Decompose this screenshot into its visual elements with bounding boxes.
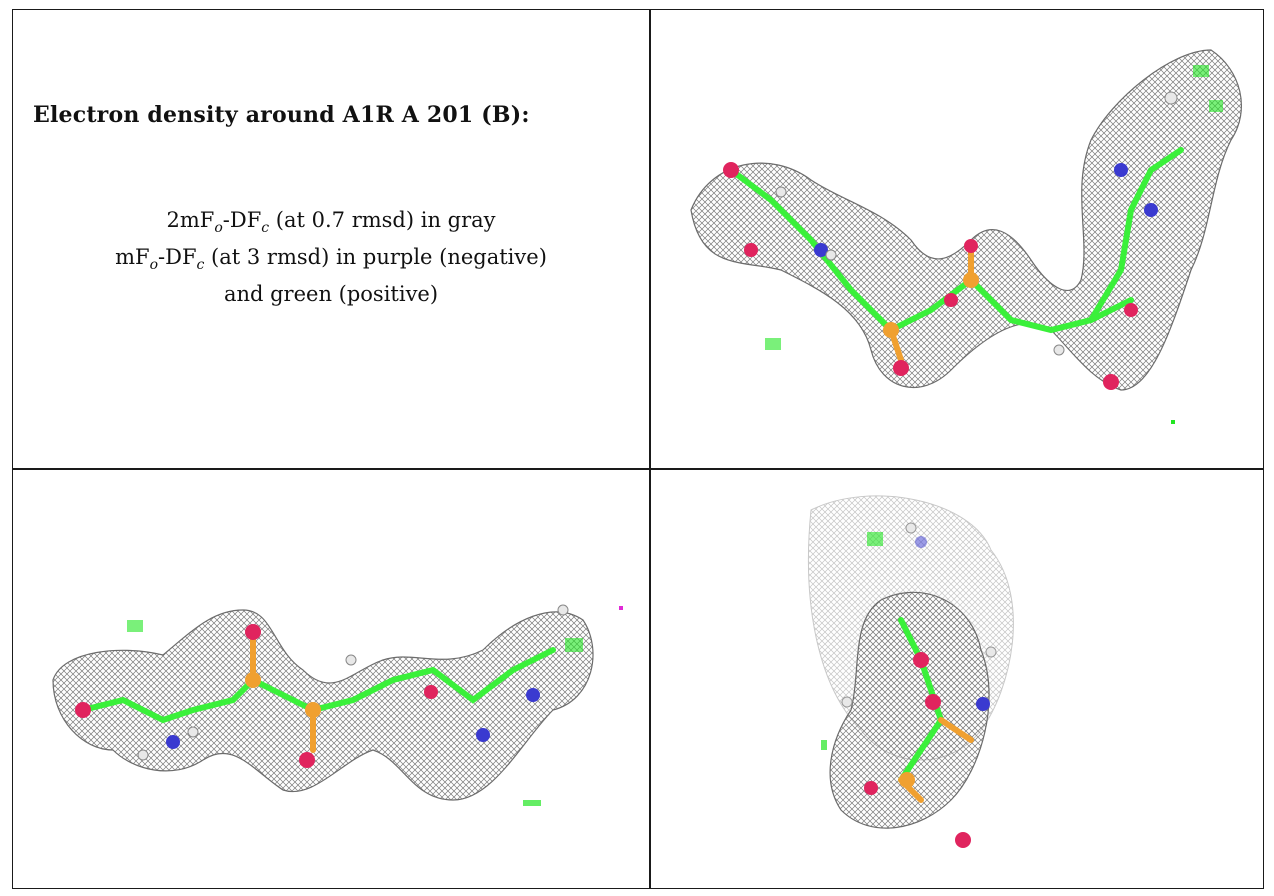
mesh-2fofc-1 xyxy=(690,49,1242,391)
density-view-1 xyxy=(651,10,1263,468)
density-render-1 xyxy=(690,49,1242,424)
negative-density-blobs-2 xyxy=(619,606,623,610)
positive-density-blobs-2 xyxy=(127,620,583,806)
map-legend: 2mFo-DFc (at 0.7 rmsd) in gray mFo-DFc (… xyxy=(13,206,649,309)
atoms-1 xyxy=(723,91,1178,390)
figure-title: Electron density around A1R A 201 (B): xyxy=(33,102,530,128)
density-render-2 xyxy=(52,604,623,806)
grid-divider-vertical xyxy=(649,10,651,888)
caption-cell: Electron density around A1R A 201 (B): 2… xyxy=(13,10,649,468)
positive-density-blobs-3 xyxy=(821,532,883,750)
positive-density-blobs-1 xyxy=(765,65,1223,424)
density-render-3 xyxy=(807,495,1014,848)
legend-line-colors: and green (positive) xyxy=(223,282,439,307)
legend-line-fofc: mFo-DFc (at 3 rmsd) in purple (negative) xyxy=(115,245,547,274)
density-view-3 xyxy=(651,470,1263,888)
legend-line-2fofc: 2mFo-DFc (at 0.7 rmsd) in gray xyxy=(166,208,496,237)
density-view-2 xyxy=(13,470,649,888)
mesh-2fofc-3-front xyxy=(829,591,990,829)
grid-divider-horizontal xyxy=(13,468,1263,470)
figure-grid: Electron density around A1R A 201 (B): 2… xyxy=(12,9,1264,889)
atoms-3 xyxy=(841,522,997,848)
atoms-2 xyxy=(75,604,569,768)
